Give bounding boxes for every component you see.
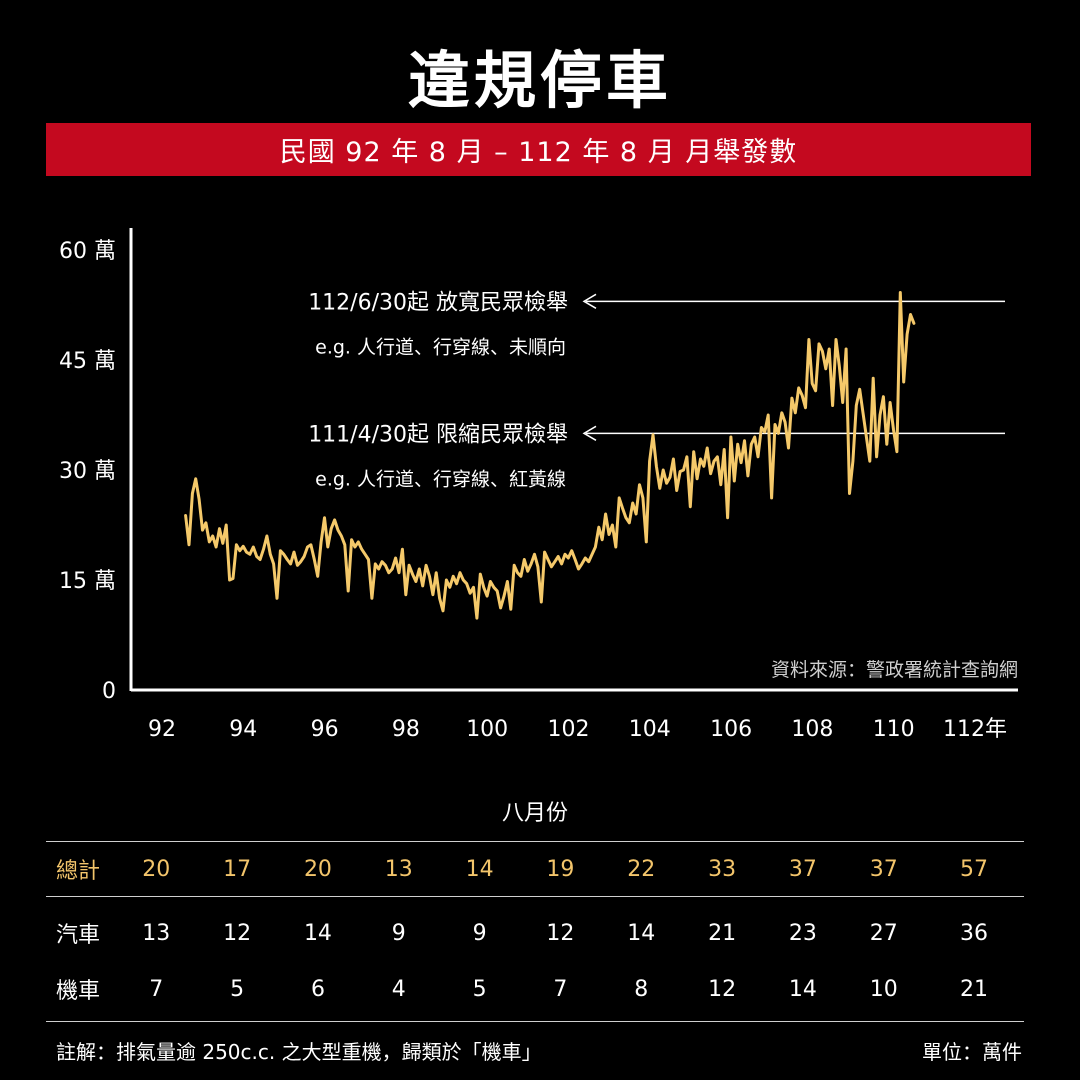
table-row-motorcycle: 機車 7 5 6 4 5 7 8 12 14 10 21: [46, 963, 1024, 1015]
footer: 註解：排氣量逾 250c.c. 之大型重機，歸類於「機車」 單位：萬件: [46, 1022, 1024, 1065]
page-title: 違規停車: [407, 44, 672, 117]
table-row-total: 總計 20 17 20 13 14 19 22 33 37 37 57: [46, 842, 1024, 896]
y-tick-label: 30 萬: [59, 459, 116, 484]
table-cell-car: 23: [788, 920, 817, 946]
x-tick-label: 100: [466, 717, 508, 742]
x-tick-label: 94: [229, 717, 257, 742]
table-row-car: 汽車 13 12 14 9 9 12 14 21 23 27 36: [46, 903, 1024, 963]
subtitle-text: 民國 92 年 8 月 – 112 年 8 月 月舉發數: [279, 137, 798, 168]
table-cell-car: 13: [142, 920, 171, 946]
table-cell-motorcycle: 5: [472, 976, 487, 1002]
y-tick-labels: 60 萬 45 萬 30 萬 15 萬 0: [59, 239, 116, 704]
row-label-car: 汽車: [56, 923, 101, 948]
x-tick-label: 98: [392, 717, 420, 742]
table-cell-motorcycle: 5: [230, 976, 245, 1002]
x-tick-label: 110: [873, 717, 915, 742]
annotation-note: e.g. 人行道、行穿線、紅黃線: [315, 468, 566, 490]
table-cell-motorcycle: 6: [310, 976, 325, 1002]
table-cell-total: 57: [960, 856, 989, 882]
table-cell-motorcycle: 8: [634, 976, 649, 1002]
chart-axes: [129, 228, 1018, 692]
table-cell-total: 37: [869, 856, 898, 882]
annotation-arrow-head: [582, 293, 597, 309]
table-cell-car: 27: [869, 920, 898, 946]
annotation-arrow-head: [582, 425, 597, 441]
table-cell-total: 13: [384, 856, 413, 882]
annotations: 112/6/30起 放寬民眾檢舉 e.g. 人行道、行穿線、未順向 111/4/30…: [308, 290, 1005, 490]
table-cell-total: 14: [465, 856, 494, 882]
table-cell-car: 9: [391, 920, 406, 946]
x-tick-labels: 92 94 96 98 100 102 104 106 108 110 112年: [148, 717, 1007, 742]
x-tick-label: 104: [629, 717, 671, 742]
annotation-label: 112/6/30起 放寬民眾檢舉: [308, 290, 568, 315]
y-tick-label: 45 萬: [59, 349, 116, 374]
table-cell-car: 14: [627, 920, 656, 946]
table-cell-motorcycle: 7: [149, 976, 164, 1002]
series-polyline: [184, 291, 916, 620]
series-line: [184, 291, 916, 620]
table-cell-total: 37: [788, 856, 817, 882]
table-cell-total: 17: [223, 856, 252, 882]
table-cell-total: 33: [708, 856, 737, 882]
table-cell-car: 9: [472, 920, 487, 946]
footer-note: 註解：排氣量逾 250c.c. 之大型重機，歸類於「機車」: [56, 1040, 542, 1064]
x-tick-label: 108: [791, 717, 833, 742]
footer-unit: 單位：萬件: [922, 1040, 1022, 1064]
table-cell-car: 21: [708, 920, 737, 946]
table-cell-total: 22: [627, 856, 656, 882]
y-tick-label: 60 萬: [59, 239, 116, 264]
y-tick-label: 15 萬: [59, 569, 116, 594]
y-tick-label: 0: [102, 679, 116, 704]
x-tick-label: 92: [148, 717, 176, 742]
line-chart: 60 萬 45 萬 30 萬 15 萬 0 92 94 96 98 100 102 104 106 10…: [59, 228, 1018, 742]
row-label-motorcycle: 機車: [56, 979, 101, 1004]
annotation-note: e.g. 人行道、行穿線、未順向: [315, 336, 566, 358]
table-cell-total: 20: [303, 856, 332, 882]
table-cell-total: 20: [142, 856, 171, 882]
subtitle-banner: 民國 92 年 8 月 – 112 年 8 月 月舉發數: [46, 123, 1031, 176]
source-note: 資料來源：警政署統計查詢網: [771, 659, 1018, 681]
x-tick-label: 106: [710, 717, 752, 742]
table-cell-car: 12: [223, 920, 252, 946]
table-cell-car: 36: [960, 920, 989, 946]
row-label-total: 總計: [56, 859, 101, 884]
table-cell-motorcycle: 21: [960, 976, 989, 1002]
x-tick-label: 96: [311, 717, 339, 742]
table-cell-motorcycle: 4: [391, 976, 406, 1002]
table-cell-car: 12: [546, 920, 575, 946]
table-cell-motorcycle: 7: [553, 976, 568, 1002]
annotation-label: 111/4/30起 限縮民眾檢舉: [308, 422, 568, 447]
table-cell-motorcycle: 12: [708, 976, 737, 1002]
x-tick-label: 112年: [943, 717, 1007, 742]
table-cell-motorcycle: 14: [788, 976, 817, 1002]
table-cell-car: 14: [303, 920, 332, 946]
table-cell-motorcycle: 10: [869, 976, 898, 1002]
table-cell-total: 19: [546, 856, 575, 882]
x-tick-label: 102: [548, 717, 590, 742]
table-caption: 八月份: [501, 801, 568, 826]
august-summary-table: 八月份 總計 20 17 20 13 14 19 22 33 37 37 57 汽車 13 12 14 9…: [46, 795, 1024, 1065]
